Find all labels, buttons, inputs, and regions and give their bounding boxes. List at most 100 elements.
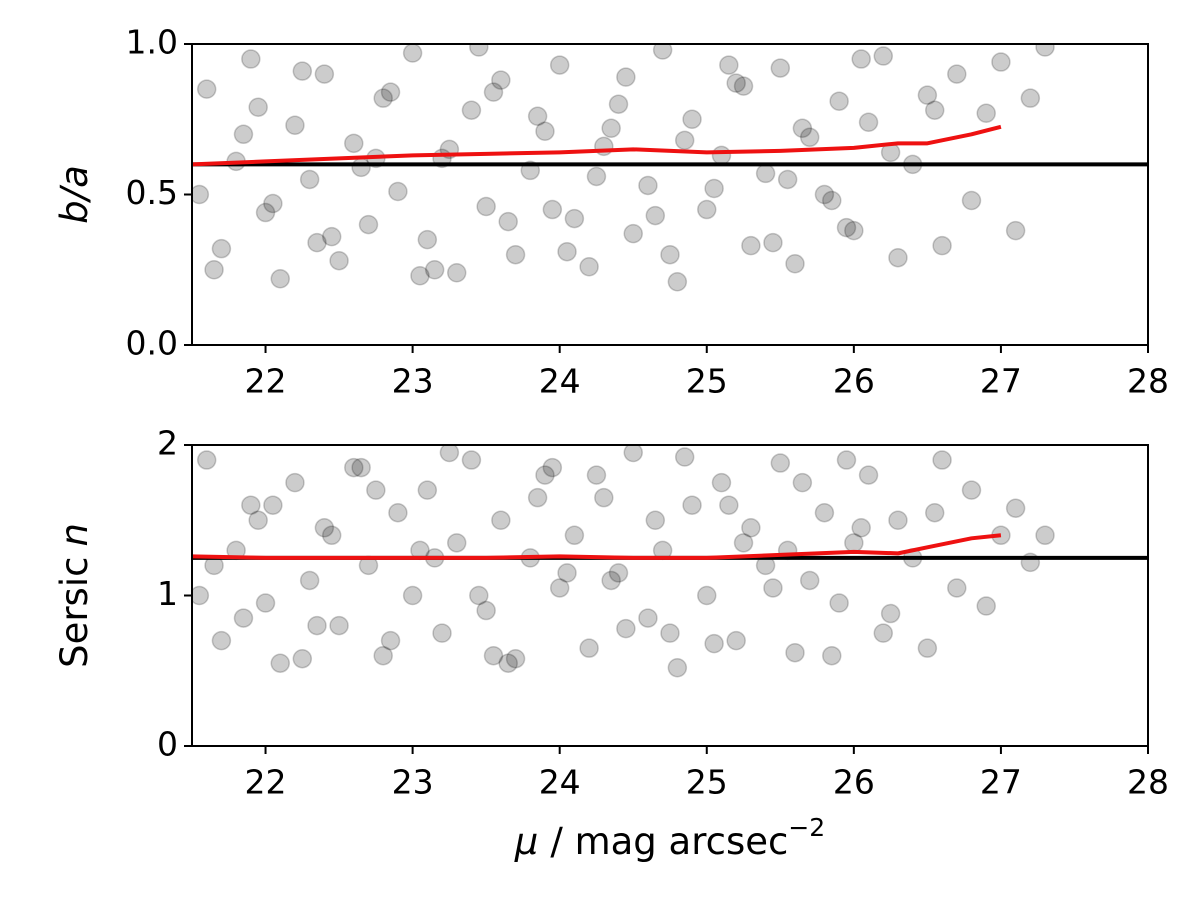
scatter-point bbox=[307, 615, 327, 636]
scatter-point bbox=[535, 465, 555, 485]
scatter-point bbox=[469, 585, 489, 606]
scatter-point bbox=[792, 472, 813, 493]
scatter-point bbox=[329, 250, 349, 271]
scatter-point bbox=[535, 121, 555, 142]
scatter-point bbox=[873, 623, 894, 643]
x-tick-label: 25 bbox=[686, 763, 728, 802]
scatter-point bbox=[961, 190, 982, 211]
scatter-point bbox=[351, 457, 371, 478]
scatter-point bbox=[248, 510, 268, 530]
scatter-point bbox=[1005, 220, 1026, 241]
scatter-point bbox=[233, 124, 254, 145]
x-tick-label: 27 bbox=[980, 763, 1022, 802]
scatter-point bbox=[697, 199, 717, 220]
x-tick-label: 24 bbox=[539, 763, 581, 802]
scatter-point bbox=[638, 175, 658, 196]
scatter-point bbox=[652, 44, 673, 60]
scatter-point bbox=[196, 450, 217, 470]
scatter-point bbox=[204, 260, 224, 280]
scatter-point bbox=[961, 480, 982, 500]
scatter-point bbox=[763, 232, 783, 253]
y-axis-label: Sersic n bbox=[53, 523, 96, 668]
scatter-point bbox=[770, 58, 791, 78]
scatter-point bbox=[924, 100, 945, 120]
scatter-point bbox=[726, 73, 746, 93]
scatter-point bbox=[785, 642, 805, 663]
scatter-point bbox=[410, 266, 430, 286]
scatter-point bbox=[299, 570, 320, 591]
scatter-point bbox=[704, 178, 724, 199]
scatter-point bbox=[733, 533, 754, 553]
x-axis-label: μ / mag arcsec−2 bbox=[514, 813, 825, 863]
scatter-point bbox=[932, 450, 952, 470]
scatter-point bbox=[763, 578, 783, 598]
scatter-point bbox=[917, 85, 938, 105]
scatter-point bbox=[586, 465, 607, 485]
scatter-point bbox=[255, 202, 276, 223]
x-tick-label: 27 bbox=[980, 362, 1022, 401]
x-axis-label-part: μ bbox=[514, 820, 539, 863]
scatter-point bbox=[976, 103, 996, 123]
scatter-point bbox=[719, 495, 739, 515]
scatter-point bbox=[241, 49, 261, 69]
scatter-point bbox=[344, 133, 364, 154]
scatter-point bbox=[660, 244, 680, 265]
scatter-point bbox=[446, 263, 467, 283]
scatter-point bbox=[564, 525, 585, 546]
x-tick-label: 23 bbox=[392, 362, 434, 401]
scatter-point bbox=[623, 445, 643, 463]
scatter-point bbox=[888, 247, 908, 268]
scatter-point bbox=[366, 480, 386, 500]
scatter-point bbox=[557, 563, 577, 583]
scatter-point bbox=[851, 518, 871, 538]
scatter-point bbox=[586, 166, 607, 187]
scatter-point bbox=[483, 82, 504, 102]
scatter-point bbox=[373, 645, 393, 666]
scatter-point bbox=[469, 44, 489, 57]
scatter-point bbox=[380, 630, 401, 651]
scatter-point bbox=[461, 450, 482, 470]
x-axis-label-part: −2 bbox=[788, 813, 825, 842]
scatter-point bbox=[667, 657, 688, 678]
y-axis-label-part: n bbox=[53, 523, 96, 546]
scatter-point bbox=[741, 518, 761, 538]
y-tick-label: 1.0 bbox=[126, 23, 178, 62]
scatter-point bbox=[719, 55, 739, 75]
scatter-point bbox=[263, 495, 283, 515]
scatter-point bbox=[263, 193, 283, 214]
scatter-point bbox=[991, 52, 1011, 72]
scatter-point bbox=[270, 269, 290, 289]
scatter-point bbox=[829, 91, 849, 111]
scatter-point bbox=[388, 502, 408, 523]
scatter-point bbox=[704, 633, 724, 654]
x-tick-label: 28 bbox=[1127, 362, 1169, 401]
scatter-point bbox=[601, 570, 621, 591]
scatter-point bbox=[858, 112, 879, 133]
scatter-point bbox=[608, 563, 629, 583]
scatter-point bbox=[388, 181, 408, 202]
scatter-point bbox=[498, 653, 518, 673]
scatter-point bbox=[888, 510, 908, 530]
scatter-point bbox=[505, 648, 526, 669]
trend-line bbox=[192, 124, 1002, 167]
scatter-point bbox=[314, 64, 335, 84]
scatter-point bbox=[255, 593, 276, 613]
axes-frame bbox=[191, 43, 1149, 346]
scatter-point bbox=[682, 495, 702, 515]
scatter-point bbox=[461, 100, 482, 120]
scatter-point bbox=[645, 510, 666, 530]
scatter-point bbox=[292, 61, 313, 81]
scatter-point bbox=[417, 480, 438, 500]
scatter-point bbox=[638, 608, 658, 628]
scatter-point bbox=[285, 115, 305, 136]
axes-frame bbox=[191, 444, 1149, 747]
scatter-point bbox=[314, 518, 335, 538]
trend-line bbox=[192, 533, 1002, 560]
scatter-point bbox=[211, 630, 232, 651]
scatter-point bbox=[417, 229, 438, 250]
scatter-point bbox=[491, 70, 511, 90]
scatter-point bbox=[770, 453, 791, 473]
scatter-point bbox=[814, 502, 835, 523]
scatter-point bbox=[799, 570, 820, 591]
